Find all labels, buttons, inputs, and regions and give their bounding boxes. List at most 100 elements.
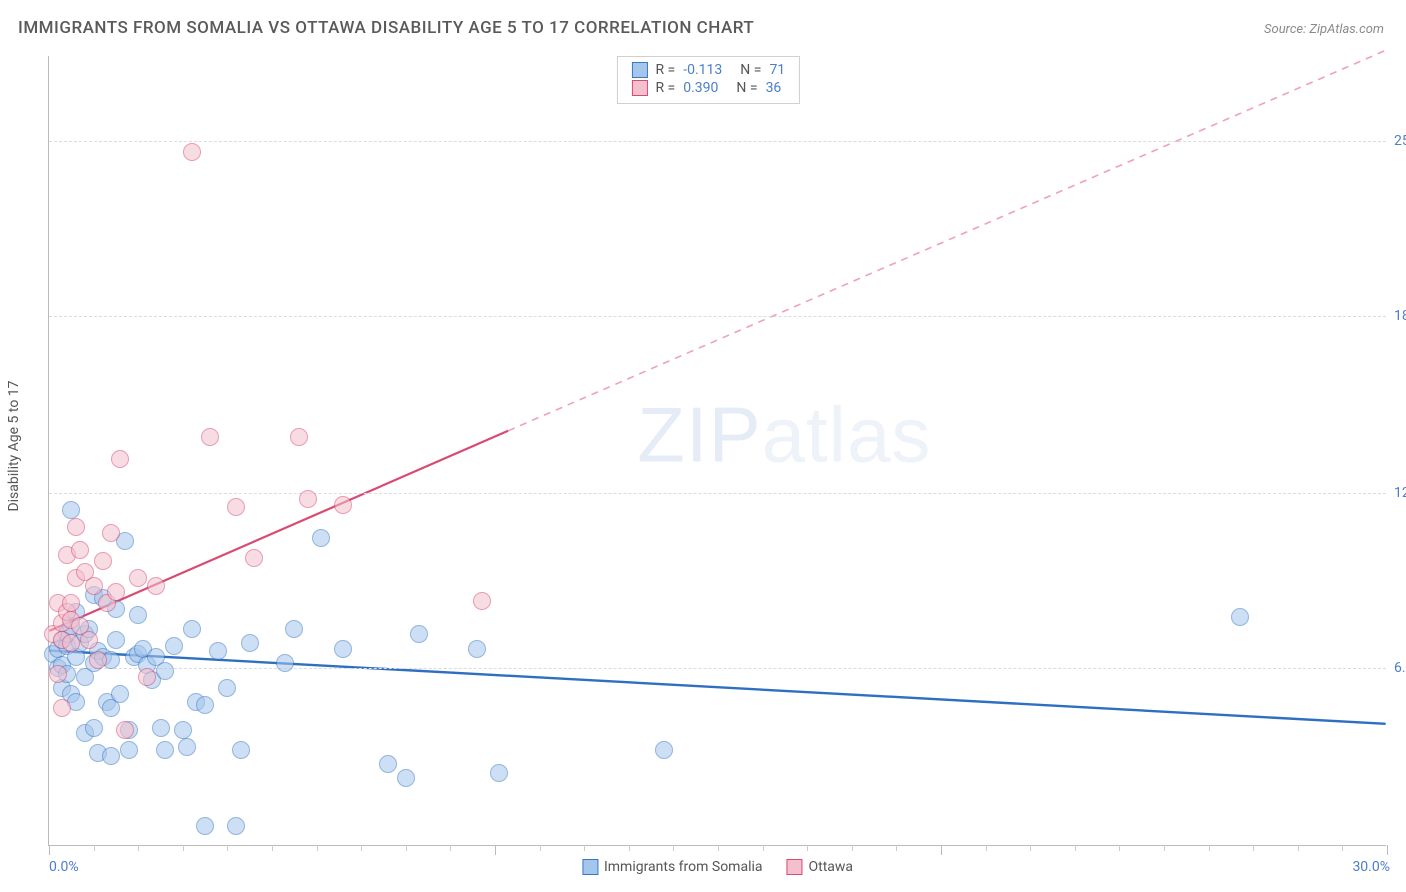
scatter-point [285, 620, 303, 638]
scatter-point [152, 719, 170, 737]
x-tick-minor [1342, 845, 1343, 851]
scatter-point [107, 631, 125, 649]
scatter-point [62, 501, 80, 519]
scatter-point [209, 642, 227, 660]
x-tick-minor [896, 845, 897, 851]
legend-n-label: N = [740, 62, 761, 78]
trend-lines-svg [49, 56, 1386, 845]
x-tick-minor [406, 845, 407, 851]
gridline-horizontal [49, 493, 1386, 494]
x-tick-minor [1209, 845, 1210, 851]
x-tick-minor [94, 845, 95, 851]
scatter-point [312, 529, 330, 547]
scatter-point [227, 498, 245, 516]
scatter-point [129, 606, 147, 624]
scatter-point [62, 594, 80, 612]
x-tick-minor [138, 845, 139, 851]
scatter-point [379, 755, 397, 773]
scatter-point [116, 721, 134, 739]
source-attribution: Source: ZipAtlas.com [1264, 22, 1384, 37]
legend-r-value: -0.113 [683, 62, 722, 78]
scatter-point [89, 651, 107, 669]
x-tick-major [49, 845, 50, 855]
scatter-point [111, 685, 129, 703]
scatter-point [410, 625, 428, 643]
scatter-point [102, 524, 120, 542]
legend-row: R = 0.390N = 36 [631, 79, 785, 97]
scatter-point [156, 741, 174, 759]
x-tick-minor [718, 845, 719, 851]
scatter-point [107, 583, 125, 601]
scatter-point [227, 817, 245, 835]
scatter-point [334, 496, 352, 514]
scatter-point [397, 769, 415, 787]
watermark-bold: ZIP [637, 390, 761, 478]
y-tick-label: 6.3% [1394, 660, 1406, 676]
legend-r-value: 0.390 [683, 80, 718, 96]
legend-swatch [787, 859, 803, 875]
x-tick-minor [1253, 845, 1254, 851]
legend-n-value: 36 [766, 80, 782, 96]
x-tick-minor [673, 845, 674, 851]
x-tick-minor [1164, 845, 1165, 851]
scatter-point [138, 668, 156, 686]
gridline-horizontal [49, 668, 1386, 669]
x-tick-minor [227, 845, 228, 851]
chart-title: IMMIGRANTS FROM SOMALIA VS OTTAWA DISABI… [18, 18, 754, 38]
x-tick-major [941, 845, 942, 855]
trend-line [49, 651, 1385, 724]
scatter-point [102, 747, 120, 765]
gridline-horizontal [49, 316, 1386, 317]
scatter-point [196, 696, 214, 714]
scatter-point [334, 640, 352, 658]
gridline-horizontal [49, 141, 1386, 142]
scatter-point [1231, 608, 1249, 626]
x-tick-minor [852, 845, 853, 851]
x-tick-major [495, 845, 496, 855]
x-tick-minor [763, 845, 764, 851]
scatter-point [85, 577, 103, 595]
watermark-logo: ZIPatlas [637, 389, 931, 480]
series-legend: Immigrants from SomaliaOttawa [582, 859, 853, 875]
scatter-point [218, 679, 236, 697]
series-legend-item: Ottawa [787, 859, 854, 875]
legend-row: R = -0.113N = 71 [631, 61, 785, 79]
x-tick-minor [540, 845, 541, 851]
scatter-point [67, 518, 85, 536]
scatter-point [183, 620, 201, 638]
trend-line [508, 50, 1386, 430]
y-tick-label: 25.0% [1394, 133, 1406, 149]
x-tick-minor [361, 845, 362, 851]
y-tick-label: 12.5% [1394, 485, 1406, 501]
legend-n-value: 71 [769, 62, 785, 78]
scatter-point [245, 549, 263, 567]
watermark-thin: atlas [762, 390, 932, 478]
scatter-point [71, 541, 89, 559]
x-tick-minor [1075, 845, 1076, 851]
scatter-point [196, 817, 214, 835]
x-tick-minor [584, 845, 585, 851]
x-tick-minor [986, 845, 987, 851]
x-axis-max-label: 30.0% [1352, 859, 1390, 875]
x-axis-min-label: 0.0% [49, 859, 79, 875]
scatter-point [183, 143, 201, 161]
scatter-point [490, 764, 508, 782]
scatter-point [178, 738, 196, 756]
legend-n-label: N = [736, 80, 757, 96]
x-tick-minor [1030, 845, 1031, 851]
correlation-legend: R = -0.113N = 71R = 0.390N = 36 [616, 56, 800, 104]
scatter-point [473, 592, 491, 610]
scatter-point [655, 741, 673, 759]
legend-swatch [582, 859, 598, 875]
x-tick-minor [317, 845, 318, 851]
scatter-point [276, 654, 294, 672]
scatter-point [129, 569, 147, 587]
legend-swatch [631, 62, 647, 78]
scatter-point [80, 631, 98, 649]
x-tick-minor [629, 845, 630, 851]
scatter-point [241, 634, 259, 652]
x-tick-minor [807, 845, 808, 851]
scatter-point [62, 634, 80, 652]
x-tick-minor [1298, 845, 1299, 851]
scatter-point [85, 719, 103, 737]
